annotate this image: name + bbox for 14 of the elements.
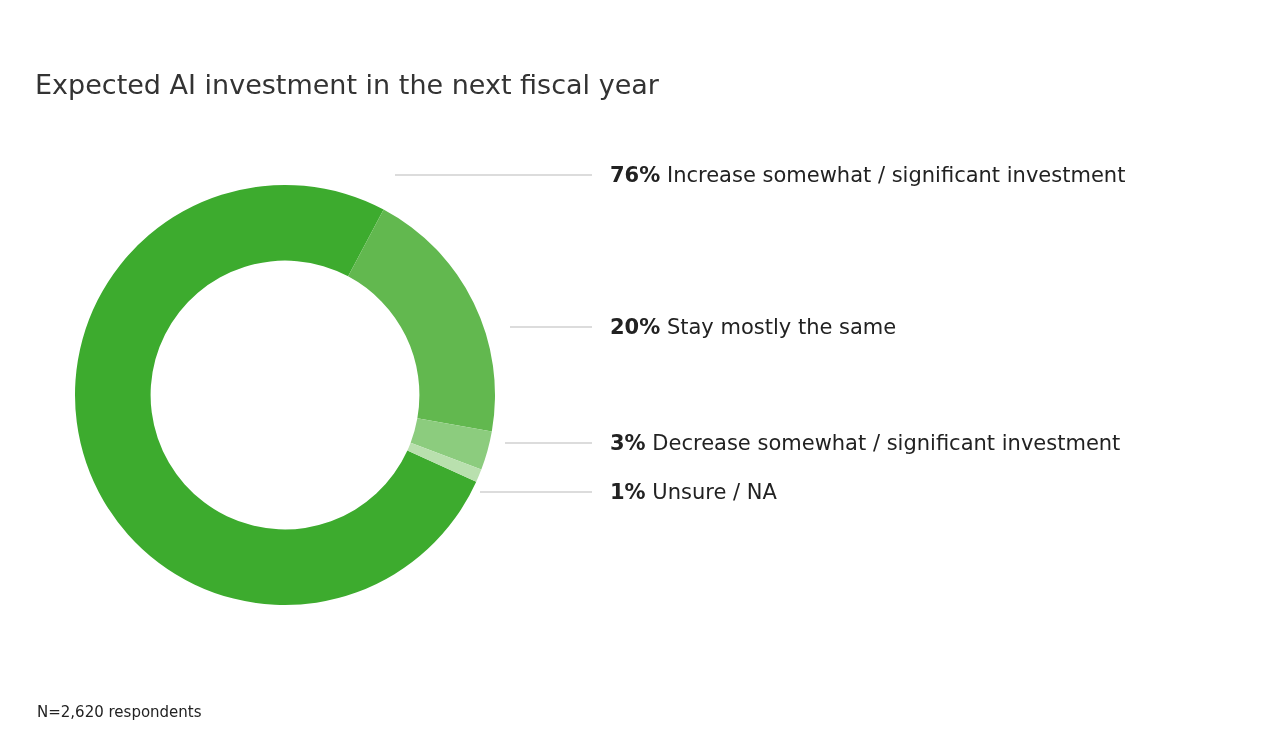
data-label: 3% (610, 431, 646, 455)
data-label: 1% (610, 480, 646, 504)
slice-label: Decrease somewhat / significant investment (652, 431, 1121, 455)
data-label: 76% (610, 163, 661, 187)
text: N=2,620 respondents (37, 703, 202, 721)
slice-label: Increase somewhat / significant investment (666, 163, 1126, 187)
donut-slice (75, 185, 477, 605)
donut-slice (348, 209, 495, 432)
slice-label: Unsure / NA (652, 480, 777, 504)
slice-label: Stay mostly the same (666, 315, 897, 339)
donut-slice (410, 418, 492, 470)
data-label: 20% (610, 315, 661, 339)
chart-title: Expected AI investment in the next fiscal year (35, 69, 660, 101)
donut-slice (407, 442, 482, 482)
